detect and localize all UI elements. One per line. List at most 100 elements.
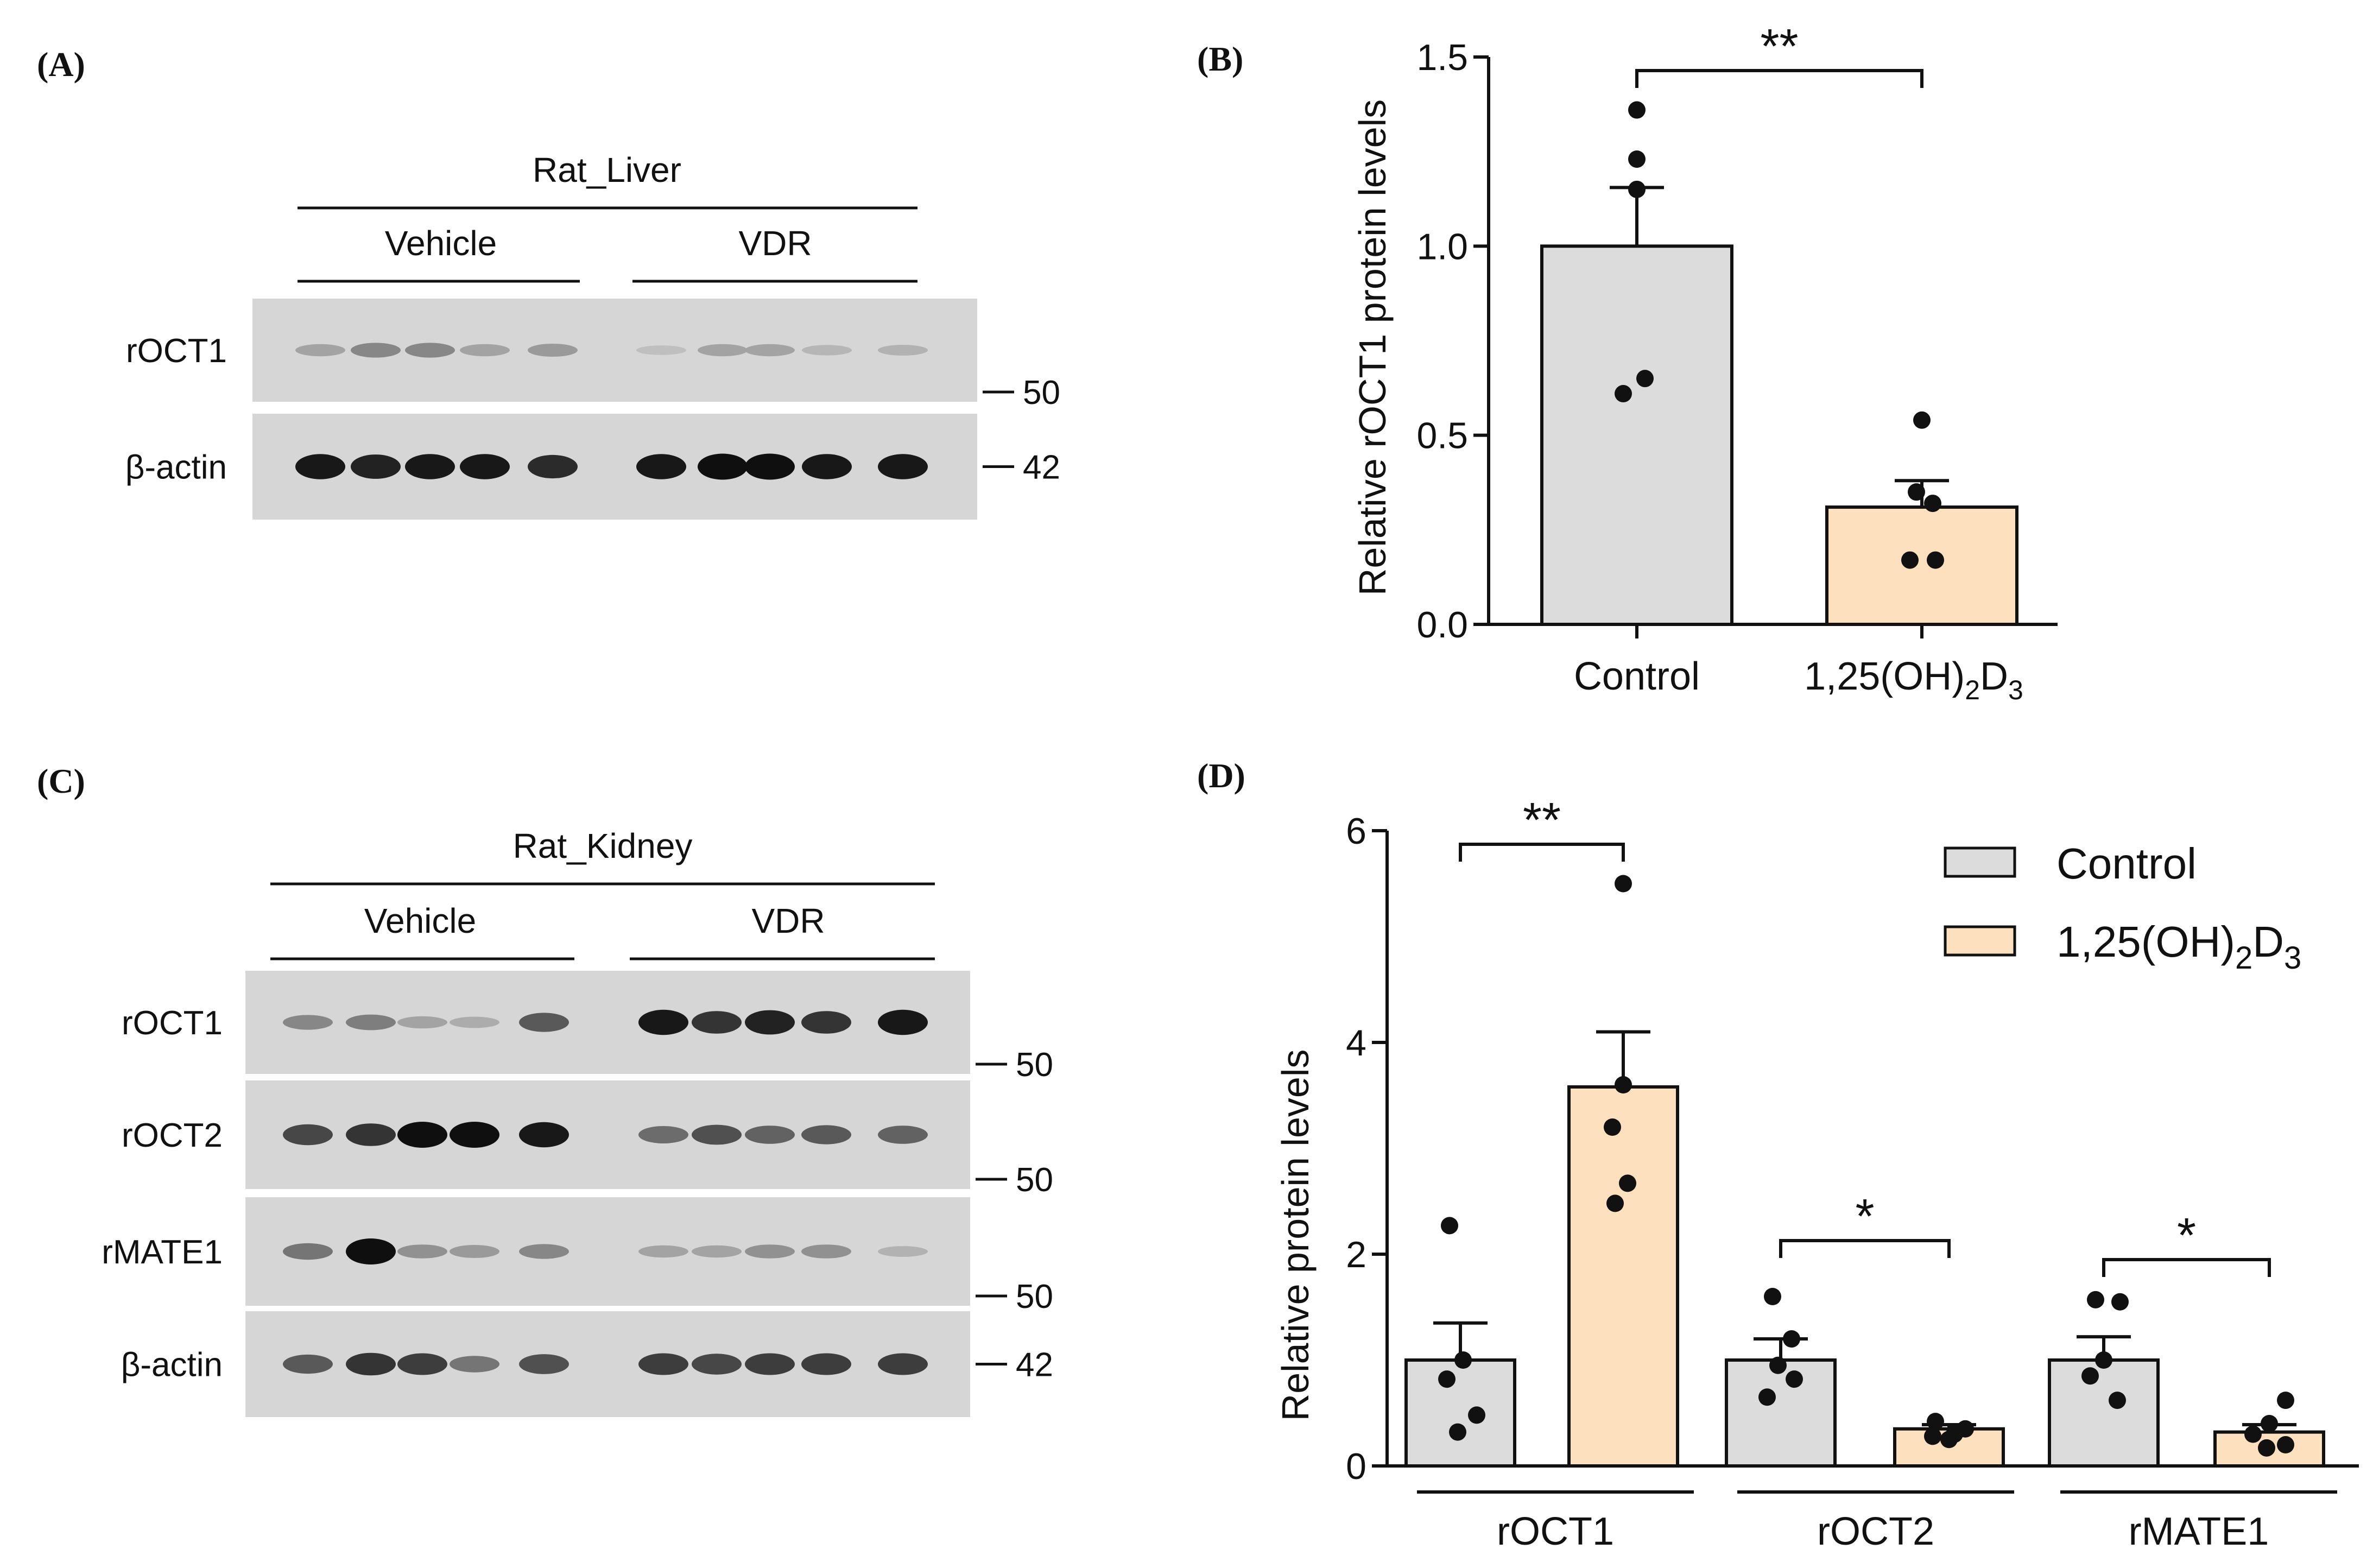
panel-d-point-5-3: [2277, 1436, 2294, 1453]
panel-b-y-axis-label: Relative rOCT1 protein levels: [1351, 99, 1394, 596]
panel-d-y-axis-label: Relative protein levels: [1274, 1049, 1317, 1421]
panel-b-point-1-3: [1901, 551, 1919, 569]
band-panel_a-0-5: [636, 345, 686, 355]
band-panel_c-0-3: [450, 1016, 499, 1028]
panel-b-point-0-3: [1636, 370, 1654, 388]
legend-label-control: Control: [2056, 839, 2197, 888]
band-panel_a-1-3: [460, 454, 510, 479]
band-panel_c-2-5: [638, 1245, 688, 1258]
band-panel_c-3-2: [397, 1353, 447, 1375]
legend-label-treated-sub3: 3: [2284, 940, 2301, 976]
panel-d-sig-label-0: **: [1523, 793, 1561, 848]
panel-a: (A) Rat_Liver Vehicle VDR rOCT1 50 β-actin…: [37, 45, 1060, 520]
band-panel_c-2-6: [692, 1245, 742, 1258]
panel-b-point-1-4: [1927, 551, 1944, 569]
panel-b: (B) Relative rOCT1 protein levels 0.0 0.5…: [1197, 20, 2058, 705]
band-panel_c-1-8: [801, 1125, 851, 1145]
panel-d-sig-bracket-2: [2102, 1258, 2271, 1277]
panel-d-sig-label-2: *: [2177, 1209, 2196, 1263]
panel-d-point-4-0: [2087, 1291, 2104, 1308]
panel-d-point-0-4: [1449, 1423, 1466, 1441]
panel-b-category-treated-part1: 1,25(OH): [1804, 655, 1965, 698]
panel-b-point-1-1: [1908, 483, 1925, 501]
band-panel_c-2-0: [283, 1243, 333, 1260]
panel-c-label: (C): [37, 762, 85, 800]
panel-d-point-3-0: [1927, 1413, 1944, 1431]
band-panel_a-0-9: [878, 345, 928, 356]
band-panel_c-2-9: [878, 1246, 928, 1257]
marker-label-panel_a-1: 42: [1023, 449, 1060, 486]
panel-c-group-vdr: VDR: [751, 901, 825, 940]
panel-d-point-0-3: [1468, 1406, 1485, 1424]
panel-d-point-0-2: [1438, 1370, 1456, 1388]
panel-d-label: (D): [1197, 756, 1245, 795]
band-panel_a-1-1: [351, 454, 401, 479]
panel-b-point-1-0: [1913, 411, 1931, 429]
band-panel_a-0-0: [295, 344, 345, 357]
band-panel_a-1-4: [528, 454, 578, 479]
band-panel_c-3-1: [346, 1352, 396, 1376]
panel-d-sig-label-1: *: [1855, 1190, 1874, 1244]
band-panel_c-3-0: [283, 1354, 333, 1374]
legend-label-treated-d: D: [2252, 918, 2284, 966]
band-panel_c-0-9: [878, 1009, 928, 1035]
band-panel_c-2-1: [346, 1238, 396, 1264]
panel-d-y-tick-label-1: 2: [1346, 1234, 1366, 1275]
panel-d-sig-bracket-0: [1459, 843, 1625, 862]
panel-b-y-tick-label-0: 0.0: [1416, 604, 1468, 646]
band-panel_c-1-7: [745, 1126, 795, 1144]
legend-swatch-treated: [1944, 925, 2016, 957]
band-panel_c-1-3: [450, 1122, 499, 1148]
band-panel_c-0-5: [638, 1009, 688, 1035]
panel-b-point-0-0: [1628, 101, 1646, 119]
band-panel_c-1-1: [346, 1123, 396, 1146]
band-panel_c-0-2: [397, 1016, 447, 1029]
panel-b-y-tick-label-1: 0.5: [1416, 415, 1468, 457]
band-panel_c-2-3: [450, 1245, 499, 1258]
marker-label-panel_c-0: 50: [1016, 1046, 1053, 1084]
band-panel_a-1-2: [405, 454, 455, 479]
legend-label-treated: 1,25(OH)2D3: [2056, 918, 2301, 976]
panel-b-category-treated-d: D: [1980, 655, 2008, 698]
panel-a-label: (A): [37, 45, 85, 84]
band-panel_c-3-5: [638, 1353, 688, 1375]
panel-d-point-2-4: [1758, 1388, 1776, 1406]
band-panel_c-0-8: [801, 1011, 851, 1034]
band-panel_a-0-6: [698, 344, 748, 357]
panel-d-point-3-3: [1924, 1427, 1941, 1445]
band-panel_a-1-0: [295, 454, 345, 479]
panel-c-group-vehicle: Vehicle: [364, 901, 476, 940]
panel-d-point-4-1: [2111, 1293, 2129, 1311]
band-panel_c-1-5: [638, 1126, 688, 1143]
panel-b-point-0-4: [1615, 385, 1632, 403]
panel-c: (C) Rat_Kidney Vehicle VDR rOCT1 50 rOCT2 5…: [37, 762, 1053, 1417]
panel-d-y-tick-label-0: 0: [1346, 1446, 1366, 1487]
band-panel_a-1-8: [802, 454, 852, 479]
panel-d-bar-4: [2048, 1358, 2160, 1468]
panel-b-label: (B): [1197, 40, 1243, 78]
panel-d-point-0-1: [1454, 1351, 1472, 1369]
panel-d-bar-2: [1725, 1358, 1837, 1468]
band-panel_c-1-0: [283, 1124, 333, 1146]
panel-d-point-2-0: [1764, 1288, 1781, 1305]
panel-b-point-0-1: [1628, 150, 1646, 168]
panel-d-y-tick-label-2: 4: [1346, 1022, 1366, 1064]
panel-d-point-1-4: [1606, 1194, 1624, 1212]
band-panel_a-0-7: [745, 344, 795, 357]
marker-label-panel_a-0: 50: [1023, 374, 1060, 412]
band-panel_c-0-7: [745, 1010, 795, 1035]
panel-d-point-2-1: [1783, 1330, 1800, 1348]
band-panel_c-3-9: [878, 1353, 928, 1375]
panel-d-point-4-2: [2095, 1351, 2112, 1369]
band-panel_c-0-6: [692, 1011, 742, 1034]
band-panel_c-3-7: [745, 1353, 795, 1375]
band-panel_a-1-5: [636, 454, 686, 479]
panel-d-point-2-2: [1769, 1356, 1787, 1374]
panel-d-point-5-1: [2261, 1415, 2278, 1432]
band-panel_a-1-7: [745, 453, 795, 480]
band-panel_c-0-0: [283, 1015, 333, 1030]
legend-swatch-control: [1944, 846, 2016, 878]
panel-a-tissue: Rat_Liver: [533, 150, 681, 189]
band-panel_c-0-1: [346, 1014, 396, 1030]
